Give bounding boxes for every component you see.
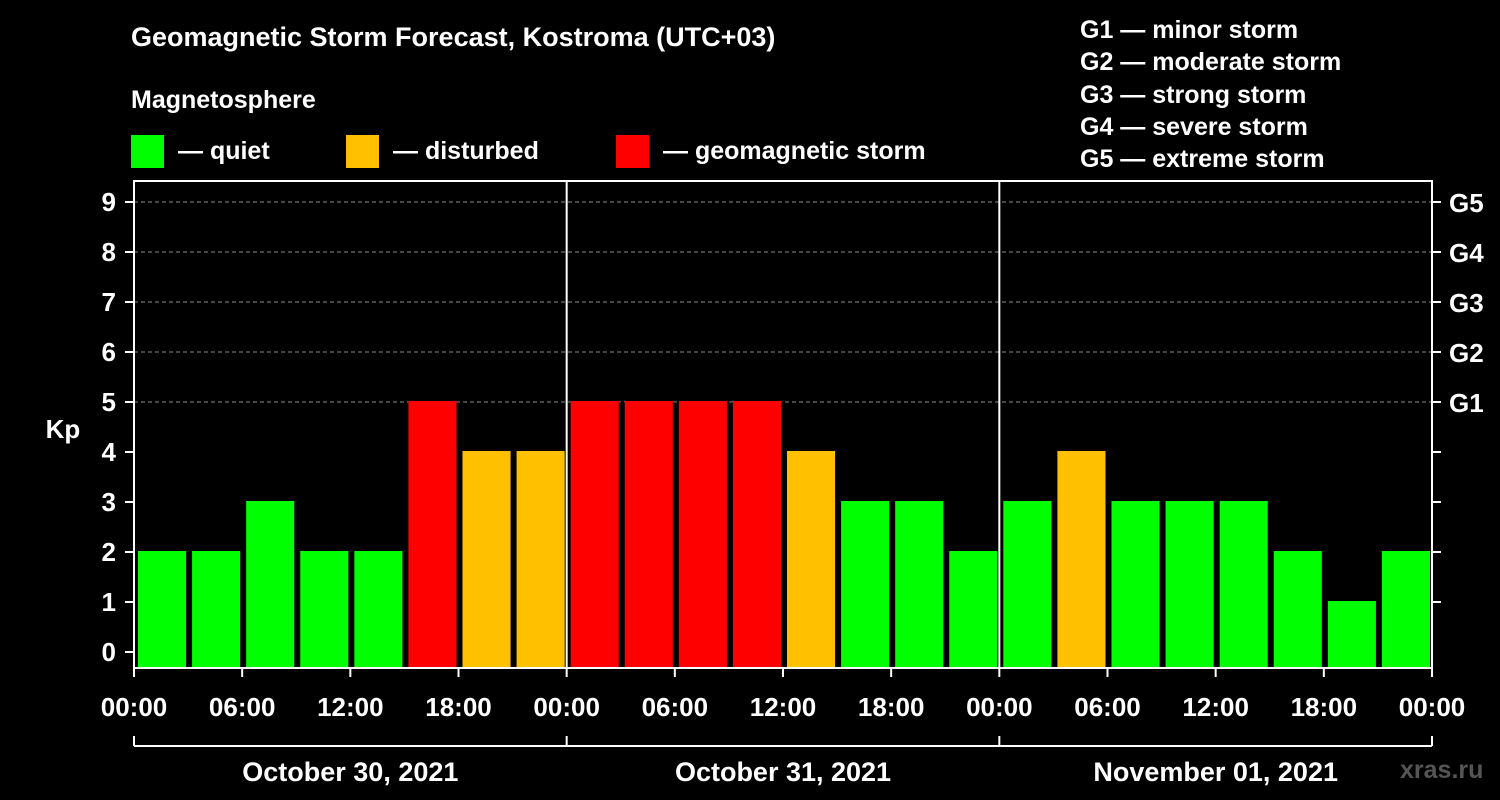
x-tick-label: 06:00 bbox=[642, 692, 709, 722]
g-level-g5: G5 — extreme storm bbox=[1080, 145, 1325, 174]
y-tick-label: 8 bbox=[102, 237, 116, 267]
x-tick-label: 00:00 bbox=[101, 692, 168, 722]
kp-bar bbox=[1219, 501, 1268, 668]
kp-bar bbox=[246, 501, 295, 668]
kp-bar bbox=[516, 451, 565, 668]
x-tick-label: 06:00 bbox=[209, 692, 276, 722]
legend-label-disturbed: — disturbed bbox=[393, 136, 539, 165]
legend-swatch-storm bbox=[616, 134, 649, 168]
kp-bar bbox=[300, 551, 349, 668]
legend-label-storm: — geomagnetic storm bbox=[663, 136, 926, 165]
kp-bar bbox=[895, 501, 944, 668]
legend-item-disturbed: — disturbed bbox=[346, 134, 539, 168]
g-level-legend: G1 — minor storm G2 — moderate storm G3 … bbox=[1080, 14, 1341, 175]
kp-bar bbox=[678, 401, 727, 668]
g-level-g3: G3 — strong storm bbox=[1080, 80, 1307, 109]
g-scale-label: G3 bbox=[1449, 288, 1484, 318]
x-tick-label: 12:00 bbox=[1182, 692, 1249, 722]
x-tick-label: 18:00 bbox=[425, 692, 492, 722]
kp-bar bbox=[1003, 501, 1052, 668]
kp-bar bbox=[624, 401, 673, 668]
day-label: October 30, 2021 bbox=[242, 757, 458, 787]
y-tick-label: 6 bbox=[102, 337, 116, 367]
y-tick-label: 7 bbox=[102, 287, 116, 317]
legend-swatch-disturbed bbox=[346, 134, 379, 168]
day-label: November 01, 2021 bbox=[1093, 757, 1338, 787]
kp-bar bbox=[462, 451, 511, 668]
y-tick-label: 3 bbox=[102, 487, 116, 517]
legend-subtitle: Magnetosphere bbox=[131, 86, 316, 114]
kp-bar bbox=[192, 551, 241, 668]
g-level-g1: G1 — minor storm bbox=[1080, 16, 1299, 44]
kp-bar bbox=[949, 551, 998, 668]
y-tick-label: 1 bbox=[102, 587, 116, 617]
kp-bar bbox=[1057, 451, 1106, 668]
legend-swatch-quiet bbox=[131, 134, 164, 168]
legend-label-quiet: — quiet bbox=[178, 136, 270, 165]
g-scale-label: G2 bbox=[1449, 338, 1484, 368]
kp-bar bbox=[1273, 551, 1322, 668]
kp-bar bbox=[408, 401, 457, 668]
x-tick-label: 18:00 bbox=[858, 692, 925, 722]
kp-bar bbox=[354, 551, 403, 668]
g-scale-label: G5 bbox=[1449, 188, 1484, 218]
kp-bar bbox=[1381, 551, 1430, 668]
kp-bar bbox=[732, 401, 781, 668]
y-tick-label: 9 bbox=[102, 187, 116, 217]
kp-bar bbox=[138, 551, 187, 668]
x-tick-label: 06:00 bbox=[1074, 692, 1141, 722]
x-tick-label: 12:00 bbox=[750, 692, 817, 722]
kp-bar bbox=[1165, 501, 1214, 668]
chart-title: Geomagnetic Storm Forecast, Kostroma (UT… bbox=[131, 22, 776, 52]
y-tick-label: 0 bbox=[102, 637, 116, 667]
kp-bar bbox=[570, 401, 619, 668]
watermark: xras.ru bbox=[1400, 756, 1484, 784]
kp-bar bbox=[1327, 601, 1376, 668]
x-tick-label: 00:00 bbox=[1399, 692, 1466, 722]
g-level-g2: G2 — moderate storm bbox=[1080, 48, 1342, 77]
x-tick-label: 00:00 bbox=[966, 692, 1033, 722]
g-scale-label: G4 bbox=[1449, 238, 1484, 268]
legend-item-quiet: — quiet bbox=[131, 134, 270, 168]
y-tick-label: 5 bbox=[102, 387, 116, 417]
g-scale-label: G1 bbox=[1449, 388, 1484, 418]
kp-bar bbox=[1111, 501, 1160, 668]
x-tick-label: 18:00 bbox=[1291, 692, 1358, 722]
g-level-g4: G4 — severe storm bbox=[1080, 112, 1308, 141]
kp-bar bbox=[787, 451, 836, 668]
x-tick-label: 00:00 bbox=[533, 692, 600, 722]
x-tick-label: 12:00 bbox=[317, 692, 384, 722]
kp-bar bbox=[841, 501, 890, 668]
day-label: October 31, 2021 bbox=[675, 757, 891, 787]
y-tick-label: 4 bbox=[102, 437, 117, 467]
y-axis-label: Kp bbox=[46, 414, 81, 444]
legend-item-storm: — geomagnetic storm bbox=[616, 134, 926, 168]
y-tick-label: 2 bbox=[102, 537, 116, 567]
